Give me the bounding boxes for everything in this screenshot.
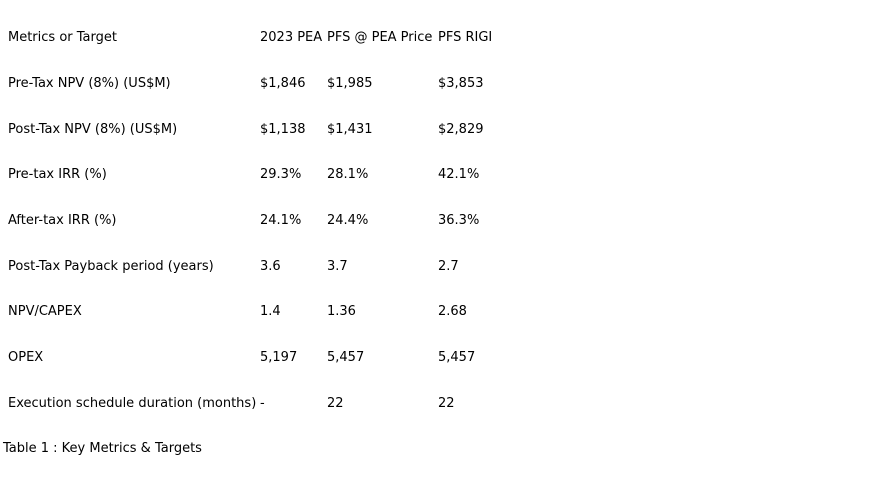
cell-value: 1.4: [260, 304, 281, 320]
cell-value: 5,457: [438, 350, 476, 366]
table-row: Pre-Tax NPV (8%) (US$M) $1,846 $1,985 $3…: [8, 61, 578, 107]
table-row: After-tax IRR (%) 24.1% 24.4% 36.3%: [8, 198, 578, 244]
cell-value: 28.1%: [327, 167, 369, 183]
row-label: Pre-tax IRR (%): [8, 167, 107, 183]
row-label: NPV/CAPEX: [8, 304, 82, 320]
cell-value: 2.7: [438, 258, 459, 274]
cell-value: $2,829: [438, 121, 484, 137]
cell-value: $1,985: [327, 76, 373, 92]
table-row: Post-Tax NPV (8%) (US$M) $1,138 $1,431 $…: [8, 106, 578, 152]
cell-value: 3.7: [327, 258, 348, 274]
cell-value: $1,431: [327, 121, 373, 137]
cell-value: $1,138: [260, 121, 306, 137]
cell-value: 3.6: [260, 258, 281, 274]
cell-value: 29.3%: [260, 167, 302, 183]
table-row: NPV/CAPEX 1.4 1.36 2.68: [8, 289, 578, 335]
row-label: Post-Tax NPV (8%) (US$M): [8, 121, 178, 137]
row-label: Post-Tax Payback period (years): [8, 258, 214, 274]
row-label: OPEX: [8, 350, 44, 366]
table-row: Execution schedule duration (months) - 2…: [8, 381, 578, 427]
document-page: Metrics or Target 2023 PEA PFS @ PEA Pri…: [0, 15, 874, 500]
cell-value: $3,853: [438, 76, 484, 92]
row-label: Pre-Tax NPV (8%) (US$M): [8, 76, 171, 92]
cell-value: -: [260, 395, 265, 411]
cell-value: 22: [438, 395, 455, 411]
column-header-2023-pea: 2023 PEA: [260, 30, 323, 46]
column-header-pfs-at-pea-price: PFS @ PEA Price: [327, 30, 433, 46]
table-row: OPEX 5,197 5,457 5,457: [8, 335, 578, 381]
row-label: After-tax IRR (%): [8, 213, 117, 229]
table-caption: Table 1 : Key Metrics & Targets: [3, 441, 202, 457]
cell-value: 22: [327, 395, 344, 411]
cell-value: 5,457: [327, 350, 365, 366]
cell-value: 24.1%: [260, 213, 302, 229]
table-row: Pre-tax IRR (%) 29.3% 28.1% 42.1%: [8, 152, 578, 198]
key-metrics-table: Metrics or Target 2023 PEA PFS @ PEA Pri…: [8, 15, 578, 426]
cell-value: $1,846: [260, 76, 306, 92]
row-label: Execution schedule duration (months): [8, 395, 257, 411]
column-header-pfs-rigi: PFS RIGI: [438, 30, 493, 46]
cell-value: 24.4%: [327, 213, 369, 229]
cell-value: 36.3%: [438, 213, 480, 229]
column-header-metrics-or-target: Metrics or Target: [8, 30, 117, 46]
table-row: Post-Tax Payback period (years) 3.6 3.7 …: [8, 243, 578, 289]
cell-value: 42.1%: [438, 167, 480, 183]
cell-value: 2.68: [438, 304, 467, 320]
cell-value: 1.36: [327, 304, 356, 320]
table-header-row: Metrics or Target 2023 PEA PFS @ PEA Pri…: [8, 15, 578, 61]
cell-value: 5,197: [260, 350, 298, 366]
